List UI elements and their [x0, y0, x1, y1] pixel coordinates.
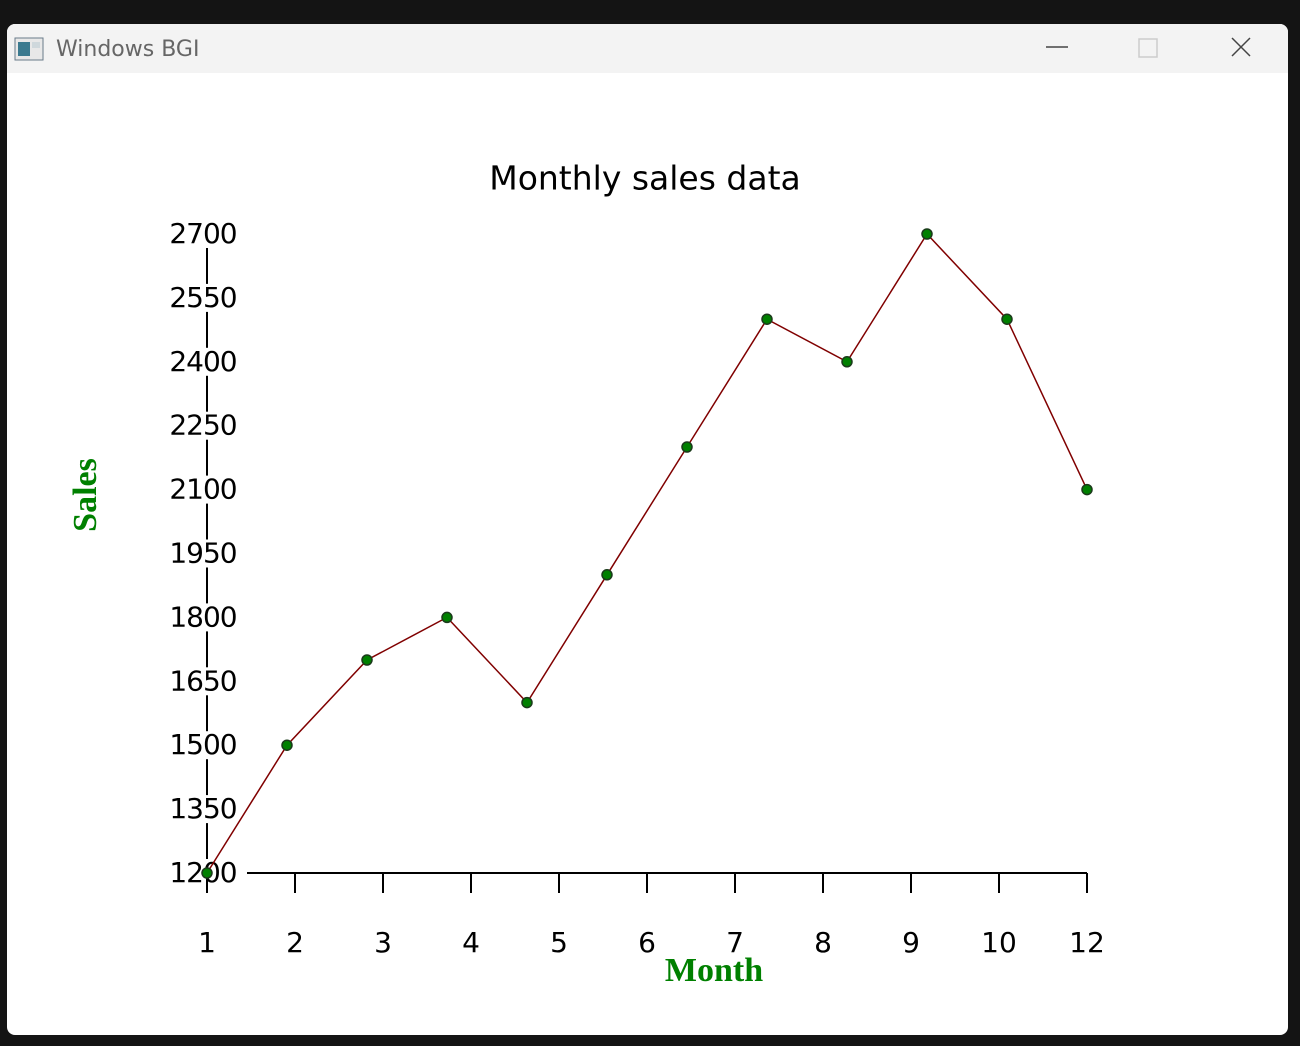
x-tick-label: 7 [726, 926, 744, 959]
y-tick-label: 1950 [169, 537, 236, 570]
y-tick-label: 1650 [169, 664, 236, 697]
y-tick-label: 1350 [169, 792, 236, 825]
data-point [681, 441, 693, 453]
y-tick-label: 1500 [169, 728, 236, 761]
x-axis-label: Month [665, 952, 763, 989]
data-point [361, 654, 373, 666]
data-point [201, 867, 213, 879]
y-tick-label: 2400 [169, 345, 236, 378]
y-tick-mark [167, 283, 247, 312]
data-point [521, 696, 533, 709]
y-tick-mark [167, 539, 247, 568]
maximize-button[interactable] [1138, 38, 1158, 58]
y-tick-mark [167, 731, 247, 760]
x-tick-label: 2 [286, 926, 304, 959]
plot: Monthly sales dataSalesMonth120013501500… [67, 159, 1105, 989]
x-tick-label: 10 [981, 926, 1017, 959]
data-point [281, 739, 293, 751]
close-button[interactable] [1231, 37, 1251, 57]
y-tick-mark [167, 475, 247, 504]
y-tick-label: 1800 [169, 600, 236, 633]
y-axis-label: Sales [67, 458, 104, 532]
x-tick-label: 8 [814, 926, 832, 959]
y-tick-mark [167, 667, 247, 696]
data-point [441, 611, 453, 624]
x-tick-label: 3 [374, 926, 392, 959]
data-point [841, 356, 853, 368]
y-tick-mark [167, 603, 247, 632]
title-bar [7, 24, 1288, 73]
y-tick-mark [167, 347, 247, 376]
x-tick-label: 5 [550, 926, 568, 959]
app-icon [14, 37, 44, 61]
x-tick-label: 1 [198, 926, 216, 959]
y-tick-mark [167, 220, 247, 248]
data-point [601, 569, 613, 581]
series-line [206, 232, 1088, 874]
data-point [921, 228, 933, 240]
y-tick-mark [167, 795, 247, 824]
data-point [1081, 483, 1093, 496]
y-tick-mark [167, 411, 247, 440]
data-point [1001, 313, 1013, 325]
chart-title: Monthly sales data [489, 159, 801, 198]
y-tick-label: 2550 [169, 281, 236, 314]
window-title: Windows BGI [56, 37, 199, 62]
x-tick-label: 6 [638, 926, 656, 959]
y-tick-label: 2700 [169, 217, 236, 250]
x-tick-label: 4 [462, 926, 480, 959]
x-tick-label: 9 [902, 926, 920, 959]
x-tick-label: 12 [1069, 926, 1105, 959]
data-point [761, 313, 773, 325]
y-tick-label: 2250 [169, 409, 236, 442]
y-tick-label: 2100 [169, 473, 236, 506]
